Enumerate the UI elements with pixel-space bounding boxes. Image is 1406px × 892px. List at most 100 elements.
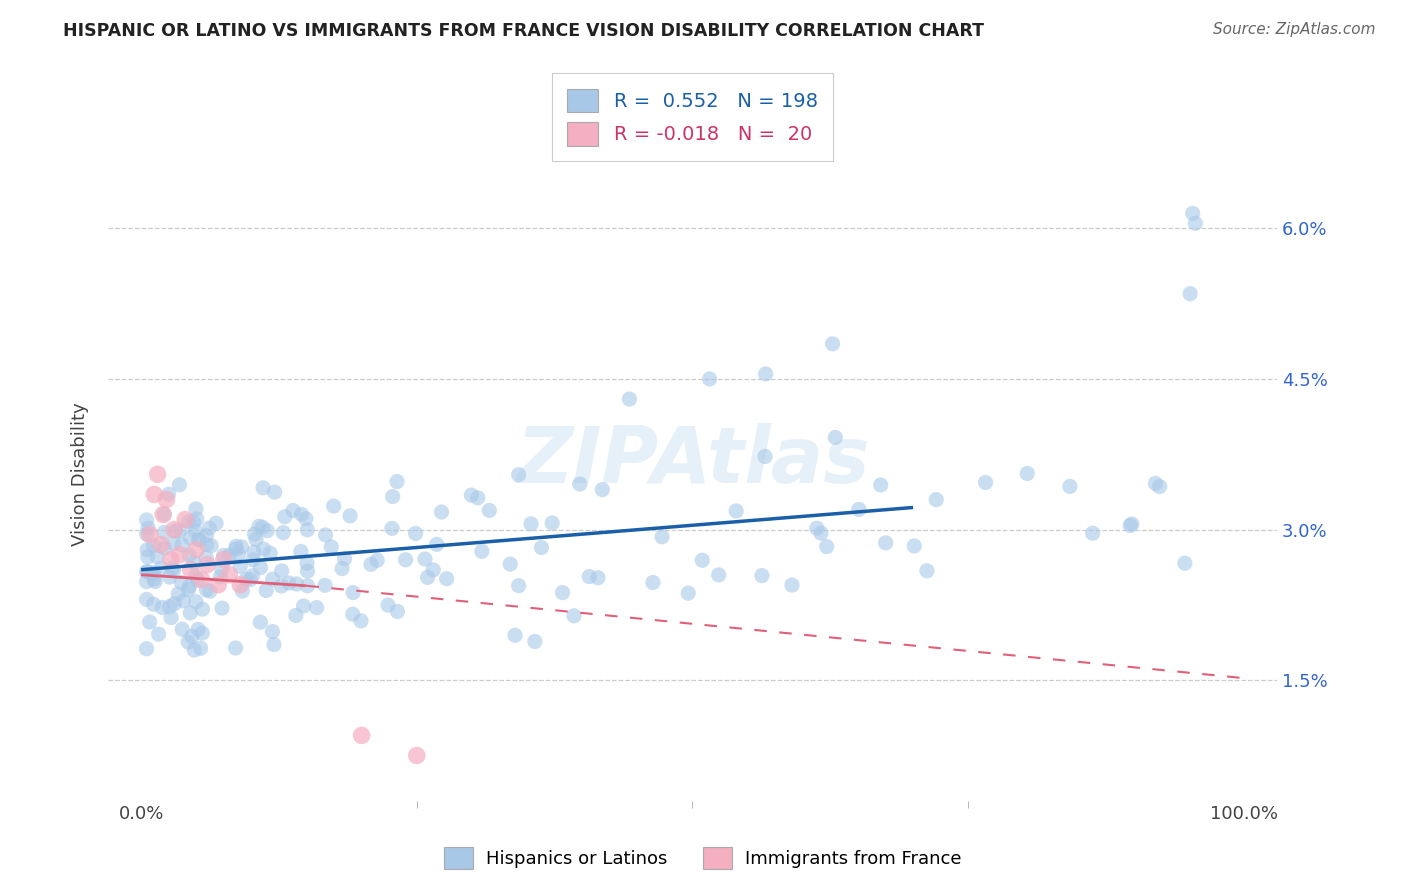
Point: [247, 519, 270, 533]
Point: [136, 521, 159, 535]
Point: [281, 503, 304, 517]
Point: [1149, 479, 1171, 493]
Text: Source: ZipAtlas.com: Source: ZipAtlas.com: [1212, 22, 1375, 37]
Y-axis label: Vision Disability: Vision Disability: [72, 402, 89, 546]
Point: [228, 548, 250, 562]
Point: [436, 572, 458, 586]
Point: [1017, 467, 1039, 481]
Point: [467, 491, 489, 505]
Point: [430, 505, 453, 519]
Point: [974, 475, 997, 490]
Point: [751, 568, 773, 582]
Point: [651, 530, 673, 544]
Point: [198, 584, 221, 599]
Point: [243, 545, 266, 559]
Legend: R =  0.552   N = 198, R = -0.018   N =  20: R = 0.552 N = 198, R = -0.018 N = 20: [551, 73, 834, 161]
Point: [641, 575, 664, 590]
Point: [405, 526, 427, 541]
Point: [184, 569, 207, 583]
Point: [342, 585, 364, 599]
Point: [184, 595, 207, 609]
Point: [292, 599, 315, 613]
Point: [135, 513, 157, 527]
Point: [290, 544, 312, 558]
Point: [285, 577, 308, 591]
Point: [780, 578, 803, 592]
Point: [810, 526, 832, 541]
Point: [262, 572, 284, 586]
Point: [271, 525, 294, 540]
Point: [523, 634, 546, 648]
Point: [211, 562, 233, 576]
Point: [869, 478, 891, 492]
Point: [212, 552, 235, 566]
Point: [190, 641, 212, 656]
Point: [135, 592, 157, 607]
Point: [183, 556, 205, 570]
Point: [205, 516, 228, 531]
Point: [1121, 516, 1143, 531]
Point: [305, 600, 328, 615]
Point: [135, 574, 157, 589]
Point: [676, 586, 699, 600]
Point: [314, 578, 336, 592]
Point: [1174, 556, 1197, 570]
Legend: Hispanics or Latinos, Immigrants from France: Hispanics or Latinos, Immigrants from Fr…: [437, 839, 969, 876]
Point: [195, 550, 218, 565]
Point: [191, 602, 214, 616]
Point: [186, 512, 208, 526]
Point: [153, 507, 176, 521]
Point: [270, 579, 292, 593]
Point: [207, 578, 229, 592]
Point: [263, 485, 285, 500]
Point: [225, 539, 247, 553]
Point: [165, 524, 187, 538]
Point: [169, 477, 191, 491]
Point: [249, 615, 271, 629]
Point: [184, 524, 207, 538]
Point: [322, 499, 344, 513]
Point: [381, 490, 404, 504]
Point: [229, 559, 252, 574]
Point: [619, 392, 641, 406]
Point: [350, 614, 373, 628]
Point: [568, 477, 591, 491]
Point: [242, 553, 264, 567]
Point: [1059, 479, 1081, 493]
Point: [416, 570, 439, 584]
Point: [460, 488, 482, 502]
Point: [181, 629, 204, 643]
Point: [848, 502, 870, 516]
Point: [385, 475, 408, 489]
Point: [143, 572, 166, 586]
Point: [1184, 216, 1206, 230]
Point: [191, 626, 214, 640]
Point: [586, 571, 609, 585]
Point: [143, 487, 166, 501]
Point: [187, 533, 209, 547]
Point: [179, 579, 201, 593]
Point: [1181, 206, 1204, 220]
Point: [342, 607, 364, 622]
Point: [259, 546, 281, 560]
Point: [212, 549, 235, 563]
Point: [135, 565, 157, 579]
Point: [690, 553, 713, 567]
Point: [136, 549, 159, 564]
Point: [1081, 526, 1104, 541]
Point: [163, 536, 186, 550]
Point: [381, 521, 404, 535]
Point: [143, 574, 166, 589]
Point: [142, 539, 165, 553]
Point: [243, 527, 266, 541]
Point: [138, 615, 160, 629]
Point: [551, 585, 574, 599]
Point: [875, 536, 897, 550]
Point: [170, 575, 193, 590]
Point: [413, 552, 436, 566]
Point: [508, 467, 530, 482]
Point: [387, 604, 409, 618]
Point: [591, 483, 613, 497]
Point: [179, 531, 201, 545]
Point: [172, 594, 194, 608]
